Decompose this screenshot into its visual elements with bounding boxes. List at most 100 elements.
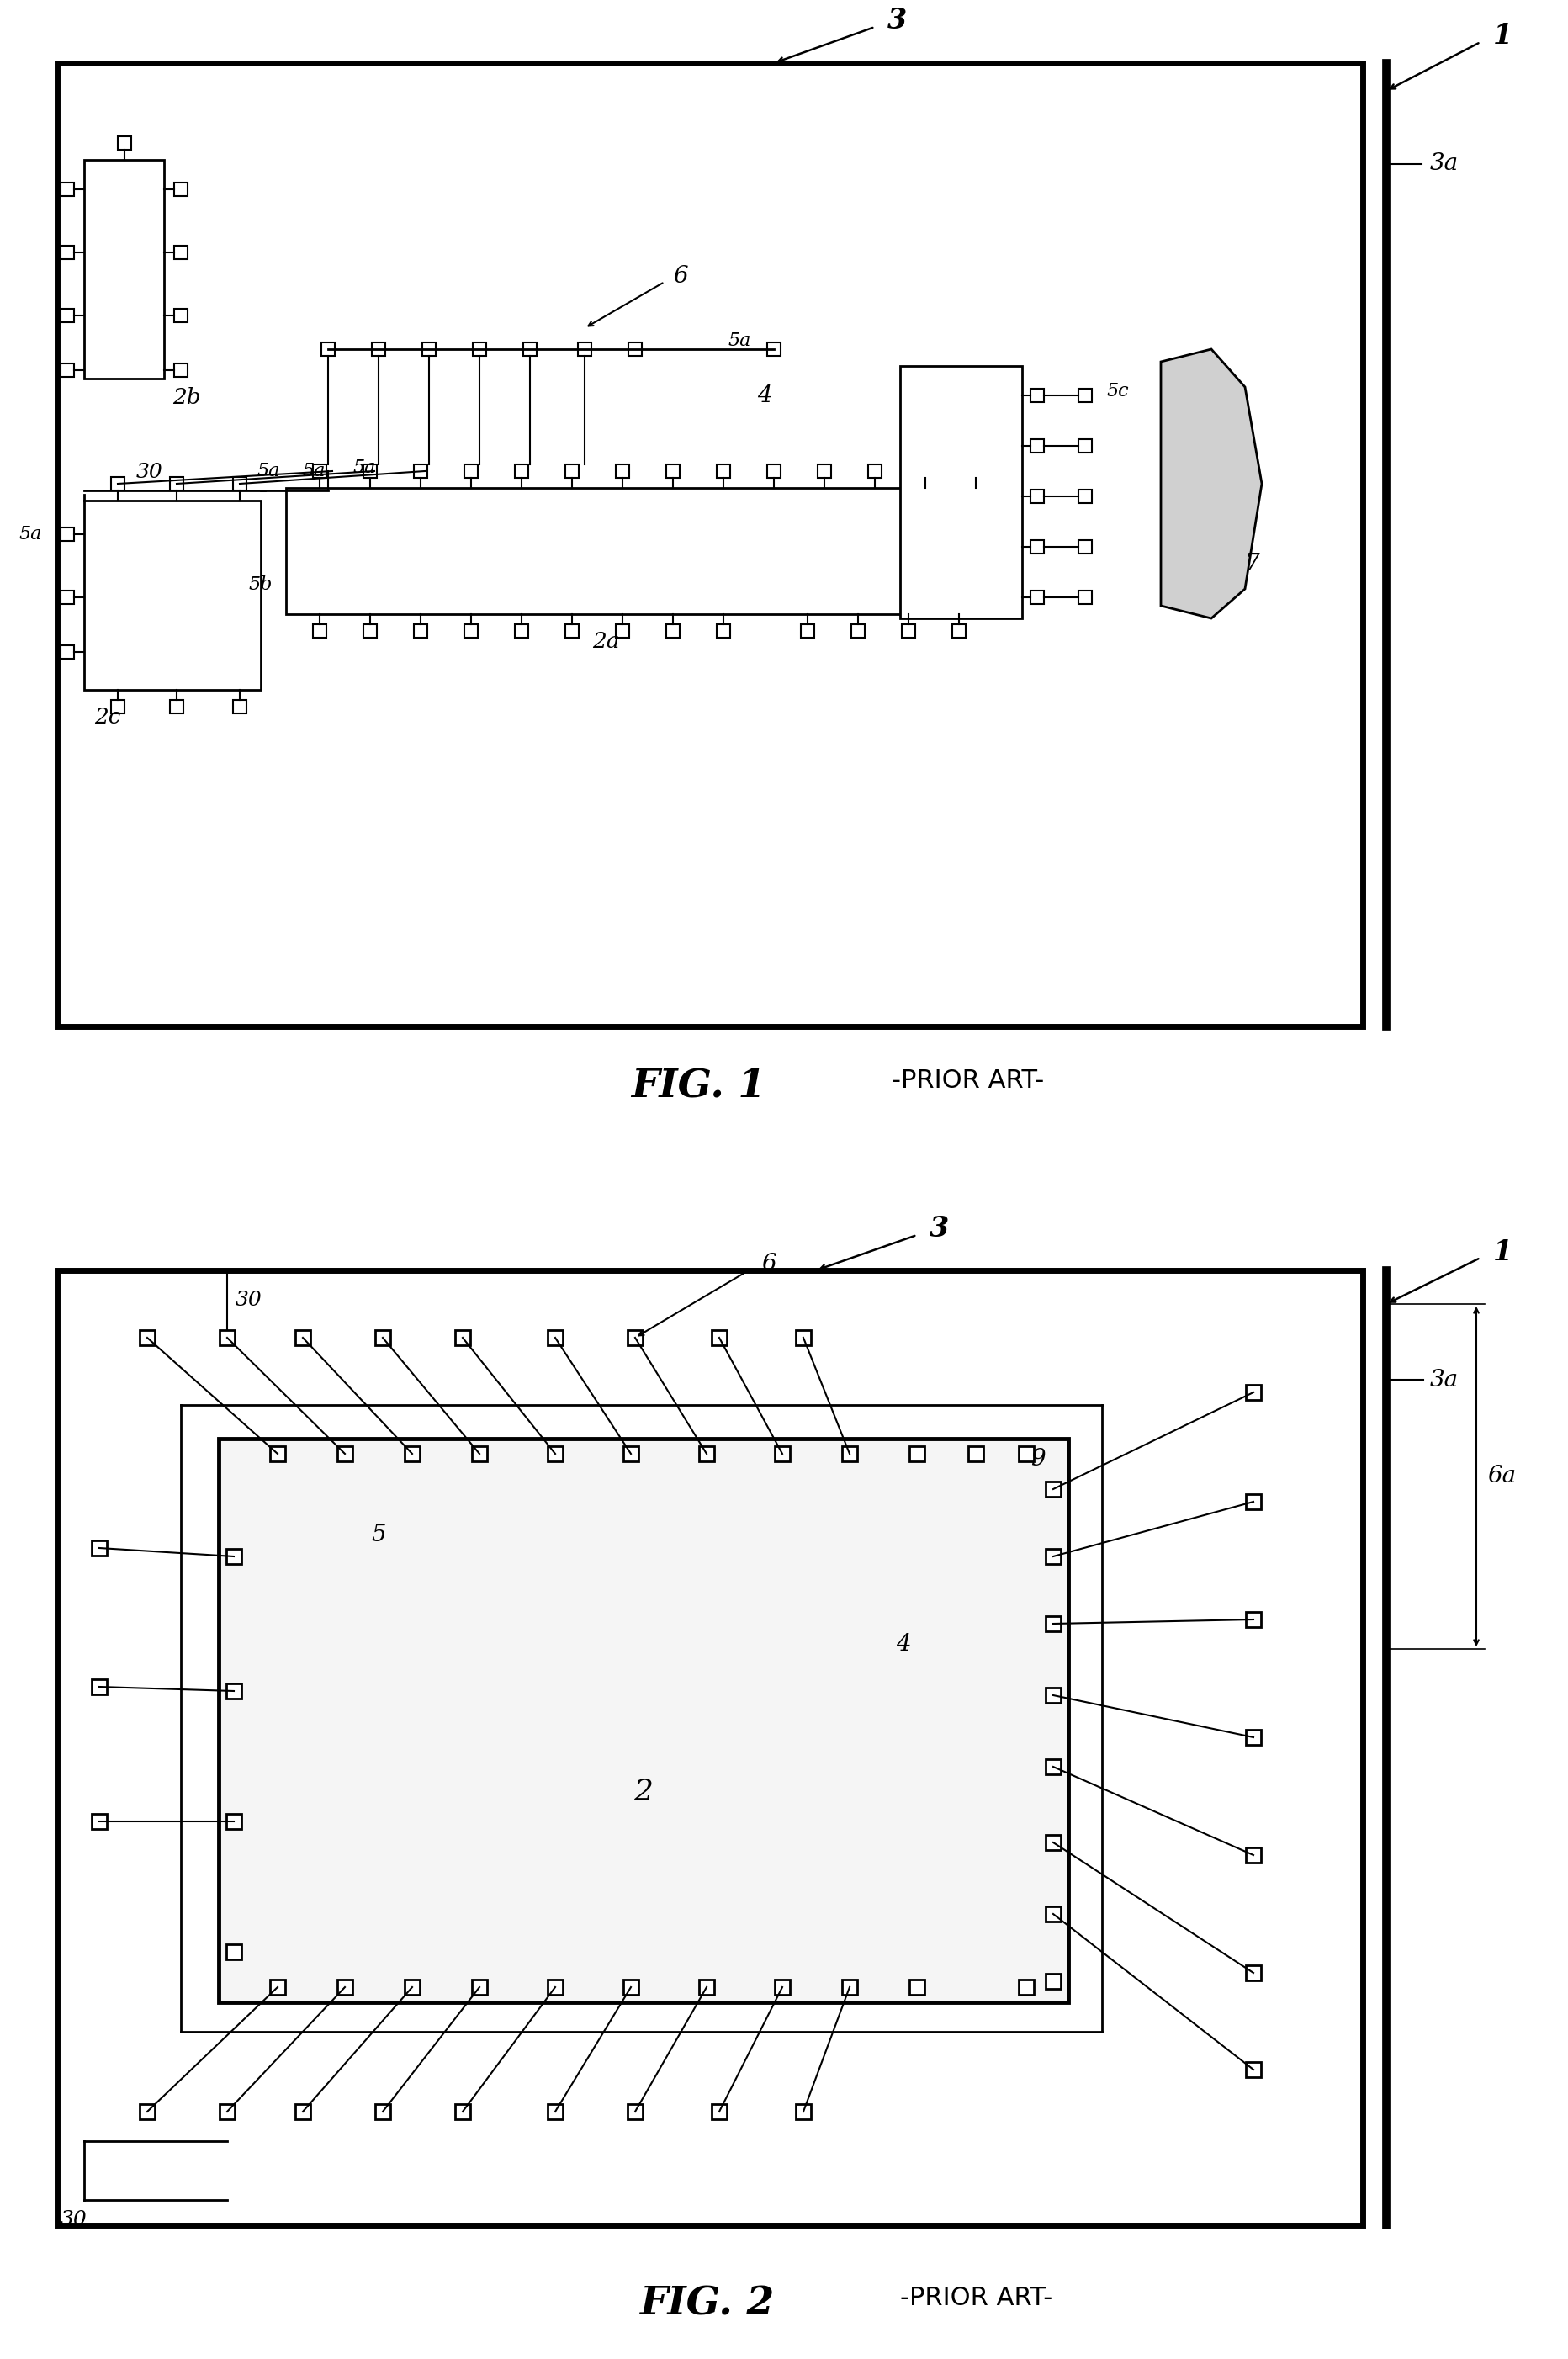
Bar [1044, 1481, 1060, 1496]
Bar [775, 1446, 789, 1460]
Bar [234, 701, 246, 712]
Text: 30: 30 [235, 1290, 262, 1309]
Bar [564, 465, 579, 479]
Text: 5: 5 [372, 1524, 386, 1548]
Text: 1: 1 [1493, 1238, 1512, 1267]
Bar [842, 1446, 856, 1460]
Bar [405, 1446, 420, 1460]
Bar [372, 342, 386, 356]
Bar [1077, 389, 1091, 401]
Bar [414, 625, 426, 637]
Text: 3a: 3a [1430, 153, 1458, 175]
Bar [547, 2104, 563, 2118]
Bar [564, 625, 579, 637]
Bar [220, 1330, 235, 1345]
Bar [56, 1272, 1363, 2225]
Bar [902, 625, 914, 637]
Bar [234, 477, 246, 491]
Text: 30: 30 [136, 462, 163, 484]
Bar [414, 465, 426, 479]
Bar [226, 1550, 241, 1564]
Bar [717, 465, 729, 479]
Polygon shape [1160, 349, 1261, 618]
Bar [375, 1330, 390, 1345]
Bar [547, 1979, 563, 1996]
Text: 2c: 2c [94, 708, 121, 727]
Bar [629, 342, 641, 356]
Bar [717, 625, 729, 637]
Bar [627, 1330, 643, 1345]
Text: 3a: 3a [1430, 1368, 1458, 1392]
Bar [775, 1979, 789, 1996]
Bar [270, 1446, 285, 1460]
Bar [1245, 1611, 1261, 1628]
Text: 9: 9 [1030, 1448, 1044, 1472]
Bar [666, 465, 679, 479]
Bar [767, 465, 781, 479]
Bar [226, 1814, 241, 1828]
Bar [795, 1330, 811, 1345]
Bar [464, 625, 478, 637]
Text: FIG. 1: FIG. 1 [630, 1066, 765, 1106]
Bar [140, 1330, 155, 1345]
Bar [851, 625, 864, 637]
Bar [61, 245, 74, 259]
Bar [91, 1814, 107, 1828]
Bar [1044, 1906, 1060, 1923]
Bar [514, 465, 528, 479]
Bar [295, 1330, 310, 1345]
Bar [1030, 389, 1043, 401]
Bar [1245, 1847, 1261, 1864]
Bar [270, 1979, 285, 1996]
Bar [909, 1446, 924, 1460]
Bar [547, 1446, 563, 1460]
Bar [909, 1979, 924, 1996]
Bar [312, 465, 326, 479]
Bar [524, 342, 536, 356]
Bar [1030, 491, 1043, 502]
Bar [174, 363, 188, 377]
Bar [622, 1446, 638, 1460]
Bar [174, 182, 188, 196]
Bar [699, 1979, 713, 1996]
Bar [321, 342, 334, 356]
Bar [712, 1330, 726, 1345]
Bar [867, 465, 881, 479]
Bar [547, 1330, 563, 1345]
Bar [967, 1446, 983, 1460]
Bar [817, 465, 831, 479]
Text: 5a: 5a [728, 333, 750, 349]
Bar [61, 590, 74, 604]
Text: 2a: 2a [591, 630, 619, 651]
Bar [1044, 1974, 1060, 1989]
Text: 4: 4 [895, 1632, 909, 1656]
Bar [919, 465, 931, 479]
Text: 5a: 5a [353, 458, 376, 477]
Bar [169, 477, 183, 491]
Bar [111, 477, 124, 491]
Bar [140, 2104, 155, 2118]
Bar [1245, 2062, 1261, 2078]
Bar [1077, 439, 1091, 453]
Bar [767, 342, 781, 356]
Bar [795, 2104, 811, 2118]
Bar [61, 309, 74, 323]
Bar [472, 1446, 486, 1460]
Bar [1077, 590, 1091, 604]
Bar [1044, 1760, 1060, 1774]
Bar [1077, 491, 1091, 502]
Bar [220, 2104, 235, 2118]
Bar [615, 625, 629, 637]
Bar [622, 1979, 638, 1996]
Bar [712, 2104, 726, 2118]
Bar [295, 2104, 310, 2118]
Bar [1030, 439, 1043, 453]
Bar [174, 309, 188, 323]
Text: 5c: 5c [1105, 382, 1127, 401]
Bar [56, 64, 1363, 1026]
Bar [61, 646, 74, 658]
Bar [464, 465, 478, 479]
Text: 6a: 6a [1486, 1465, 1515, 1489]
Bar [85, 500, 260, 689]
Text: 7: 7 [1245, 552, 1259, 576]
